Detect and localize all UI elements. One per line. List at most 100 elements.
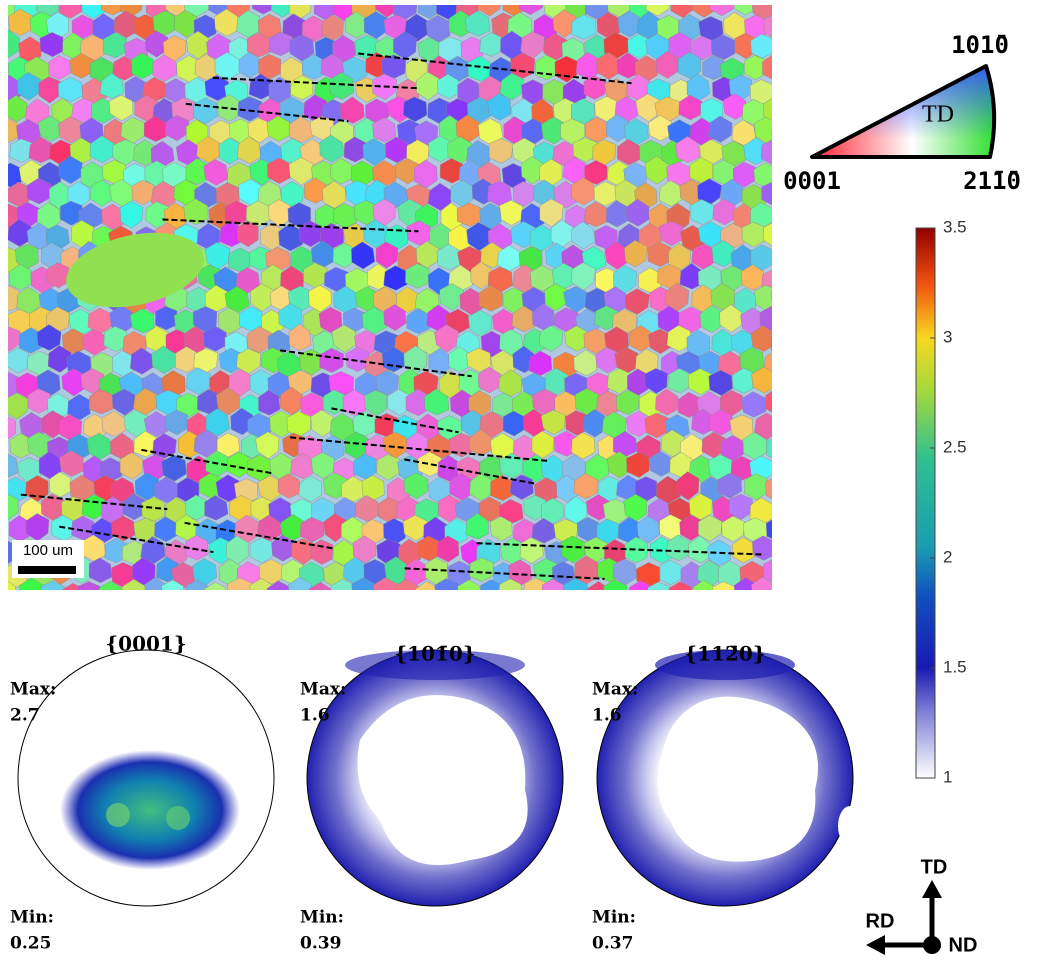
grain <box>17 72 41 101</box>
grain <box>539 198 564 228</box>
grain <box>573 472 598 500</box>
grain <box>564 325 590 352</box>
grain <box>60 200 84 226</box>
grain <box>624 536 649 564</box>
grain <box>765 478 772 500</box>
grain <box>36 324 62 351</box>
grain <box>8 493 19 520</box>
boundary-streak <box>358 52 632 85</box>
grain <box>402 514 428 541</box>
grain <box>644 368 668 394</box>
grain <box>27 388 52 414</box>
scale-bar-label: 100 um <box>23 542 73 559</box>
grain <box>268 497 292 525</box>
grain <box>540 409 566 435</box>
grain <box>77 581 101 590</box>
grain <box>648 115 672 142</box>
grain <box>19 577 44 590</box>
grain <box>583 75 607 100</box>
grain <box>8 454 18 478</box>
axis-label: RD <box>866 910 895 932</box>
grain <box>373 577 398 590</box>
grain <box>28 136 54 164</box>
grain <box>26 177 52 205</box>
grain <box>751 366 772 394</box>
grain <box>203 159 229 186</box>
grain <box>214 8 239 37</box>
boundary-streak <box>404 567 605 580</box>
grain <box>518 5 543 15</box>
grain <box>499 578 522 590</box>
grain <box>288 157 314 186</box>
max-value: 2.7 <box>10 706 40 726</box>
grain <box>424 388 450 416</box>
grain <box>81 5 105 19</box>
grain <box>744 473 768 501</box>
grain <box>104 538 128 563</box>
boundary-streak <box>212 76 420 90</box>
grain <box>603 579 628 590</box>
grain <box>161 454 187 482</box>
grain <box>625 198 650 227</box>
grain <box>563 577 588 590</box>
grain <box>666 534 691 562</box>
grain <box>227 577 253 590</box>
grain <box>131 179 155 206</box>
grain <box>607 5 631 18</box>
grain <box>469 557 494 582</box>
grain <box>108 94 134 121</box>
grain <box>708 370 733 396</box>
boundary-streak <box>404 458 538 485</box>
grain <box>731 119 757 146</box>
grain <box>456 202 482 227</box>
min-value: 0.25 <box>10 934 51 954</box>
grain <box>436 535 460 563</box>
grain <box>489 516 513 542</box>
grain <box>362 138 386 167</box>
grain <box>647 581 671 590</box>
grain <box>605 114 629 142</box>
grain <box>528 350 553 376</box>
grain <box>8 8 33 36</box>
grain <box>145 201 169 229</box>
grain <box>183 198 209 225</box>
grain <box>647 241 672 267</box>
grain <box>351 241 376 270</box>
grain <box>770 336 772 352</box>
colorbar <box>915 227 936 779</box>
grain <box>570 221 596 250</box>
grain <box>560 118 586 145</box>
grain <box>268 31 293 57</box>
boundary-streak <box>184 521 336 550</box>
grain <box>689 157 714 184</box>
grain <box>678 94 703 121</box>
grain <box>760 139 772 165</box>
grain <box>237 136 261 164</box>
grain <box>775 495 799 520</box>
grain <box>477 366 502 394</box>
grain <box>174 10 198 38</box>
grain <box>659 559 683 586</box>
grain <box>250 283 274 312</box>
grain <box>311 452 335 479</box>
pole-figure-title: {112̄0} <box>684 642 765 666</box>
grain <box>771 7 772 13</box>
grain <box>270 5 295 18</box>
grain <box>624 239 648 268</box>
grain <box>185 367 211 395</box>
grain <box>237 220 259 247</box>
grain <box>122 493 146 521</box>
grain <box>402 96 427 122</box>
grain <box>775 34 798 58</box>
grain <box>46 262 71 289</box>
grain <box>230 407 254 436</box>
grain <box>48 55 71 80</box>
grain <box>687 368 713 396</box>
grain <box>645 5 670 17</box>
min-label: Min: <box>10 908 54 928</box>
grain <box>782 140 806 168</box>
boundary-streak <box>185 102 349 123</box>
grain <box>668 581 692 590</box>
grain <box>236 267 260 294</box>
grain <box>277 473 302 499</box>
